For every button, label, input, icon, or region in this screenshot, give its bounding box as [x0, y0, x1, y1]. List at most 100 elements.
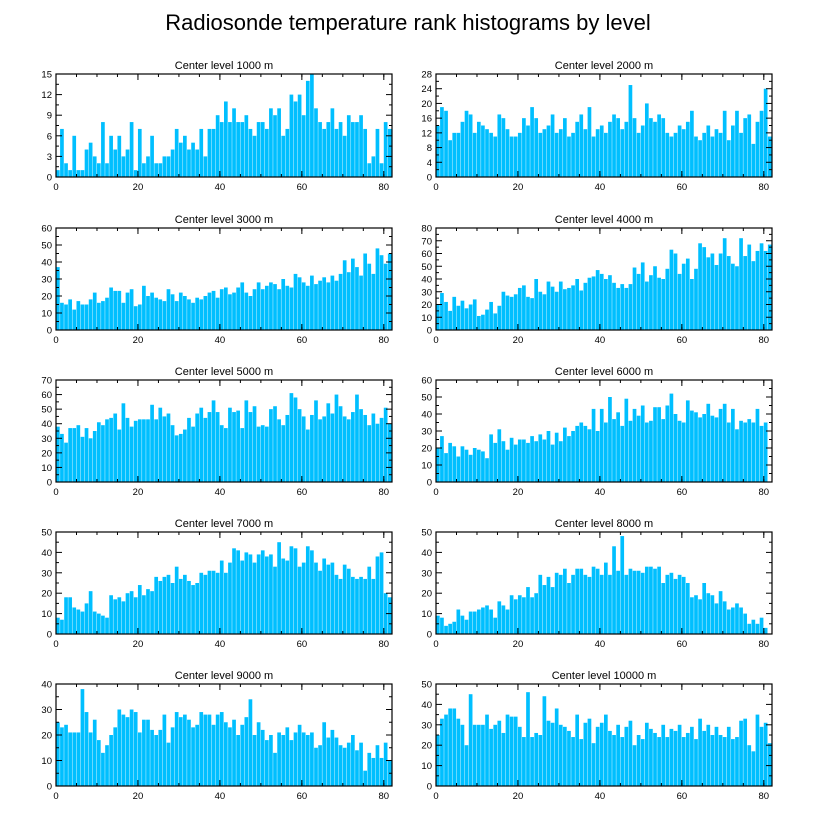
bar	[277, 289, 281, 330]
bar	[256, 554, 261, 634]
bar	[264, 556, 269, 634]
bar	[88, 438, 93, 482]
bar	[224, 287, 228, 330]
bar	[468, 114, 473, 177]
bar	[747, 623, 752, 634]
bar	[76, 425, 81, 482]
bar	[620, 536, 625, 634]
bar	[88, 732, 93, 786]
bar	[476, 609, 481, 634]
y-tick-label: 50	[421, 393, 432, 404]
bar	[538, 132, 543, 177]
bar	[509, 437, 514, 482]
bar	[76, 609, 81, 634]
bar	[616, 724, 620, 786]
bar	[489, 728, 493, 786]
bar	[113, 413, 118, 482]
bar	[289, 94, 294, 177]
bar	[367, 566, 372, 634]
bar	[371, 413, 376, 482]
bar	[240, 724, 245, 786]
bar	[129, 122, 134, 177]
bar	[232, 548, 236, 634]
bar	[739, 132, 743, 177]
bar	[616, 570, 620, 634]
bar	[554, 132, 559, 177]
bar	[183, 135, 187, 177]
x-tick-label: 40	[595, 487, 606, 498]
bar	[472, 299, 477, 330]
bar	[346, 419, 351, 482]
bar	[207, 412, 212, 482]
bar	[187, 417, 191, 482]
bar	[60, 727, 64, 786]
bar	[665, 737, 670, 786]
bar	[330, 729, 335, 786]
bar	[436, 735, 440, 786]
bar	[604, 714, 608, 786]
bar	[538, 434, 543, 482]
bar	[363, 578, 368, 634]
panel-7: Center level 7000 m 0 20 40 60 80 0 10 20 30 40 50	[41, 518, 393, 650]
bar	[710, 735, 715, 786]
bar	[264, 128, 269, 177]
bar	[101, 615, 105, 634]
bar	[105, 419, 109, 482]
bar	[260, 289, 265, 330]
bar	[170, 149, 175, 177]
bar	[252, 735, 257, 786]
bar	[301, 562, 306, 634]
bar	[657, 277, 661, 330]
bar	[355, 578, 359, 634]
bar	[215, 412, 220, 482]
bar	[236, 122, 240, 177]
bar	[379, 417, 384, 482]
bar	[710, 595, 715, 634]
bar	[191, 727, 195, 786]
bar	[604, 132, 608, 177]
bar	[133, 420, 138, 482]
bar	[440, 436, 444, 482]
bar	[269, 108, 273, 177]
bar	[146, 589, 150, 634]
bar	[476, 121, 481, 177]
bar	[632, 408, 637, 482]
bar	[338, 745, 343, 786]
bar	[195, 583, 200, 634]
bar	[571, 431, 575, 482]
bar	[170, 583, 175, 634]
bar	[232, 108, 236, 177]
bar	[476, 724, 481, 786]
bar	[183, 714, 187, 786]
bar	[452, 621, 457, 634]
y-tick-label: 30	[421, 287, 432, 298]
y-tick-label: 28	[421, 70, 432, 81]
y-tick-label: 20	[421, 589, 432, 600]
bar	[125, 149, 130, 177]
bar	[224, 722, 228, 786]
bar	[628, 568, 633, 634]
x-tick-label: 0	[433, 639, 438, 650]
bar	[150, 729, 154, 786]
bar	[468, 694, 473, 786]
x-tick-label: 0	[53, 335, 58, 346]
bar	[80, 436, 85, 482]
bar	[297, 566, 302, 634]
bar	[530, 298, 534, 331]
bar	[178, 717, 183, 786]
bar	[624, 287, 629, 330]
bar	[485, 129, 489, 177]
bar	[579, 290, 584, 330]
bar	[334, 280, 339, 330]
bar	[759, 617, 764, 634]
bar	[158, 299, 163, 330]
y-tick-label: 40	[421, 275, 432, 286]
bar	[224, 428, 228, 482]
panel-title: Center level 3000 m	[175, 214, 273, 226]
bar	[726, 726, 731, 786]
bar	[685, 258, 690, 330]
y-tick-label: 0	[47, 478, 52, 489]
bar	[162, 416, 167, 482]
bar	[215, 572, 220, 634]
bar	[183, 296, 187, 330]
